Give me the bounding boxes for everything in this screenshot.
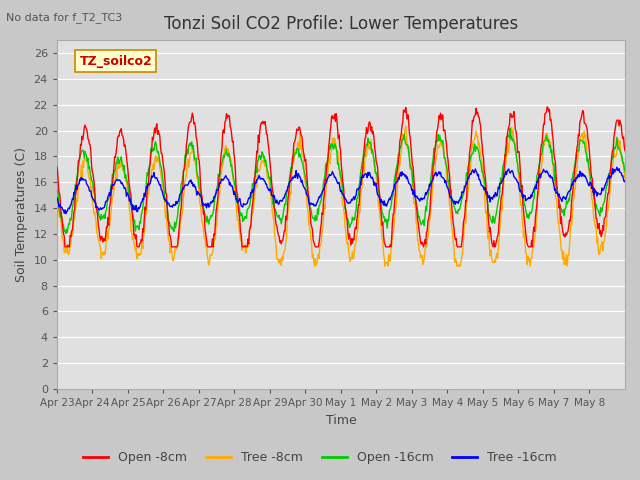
X-axis label: Time: Time xyxy=(326,414,356,427)
Title: Tonzi Soil CO2 Profile: Lower Temperatures: Tonzi Soil CO2 Profile: Lower Temperatur… xyxy=(164,15,518,33)
Text: No data for f_T2_TC3: No data for f_T2_TC3 xyxy=(6,12,123,23)
Legend: Open -8cm, Tree -8cm, Open -16cm, Tree -16cm: Open -8cm, Tree -8cm, Open -16cm, Tree -… xyxy=(78,446,562,469)
Text: TZ_soilco2: TZ_soilco2 xyxy=(79,55,152,68)
Y-axis label: Soil Temperatures (C): Soil Temperatures (C) xyxy=(15,147,28,282)
